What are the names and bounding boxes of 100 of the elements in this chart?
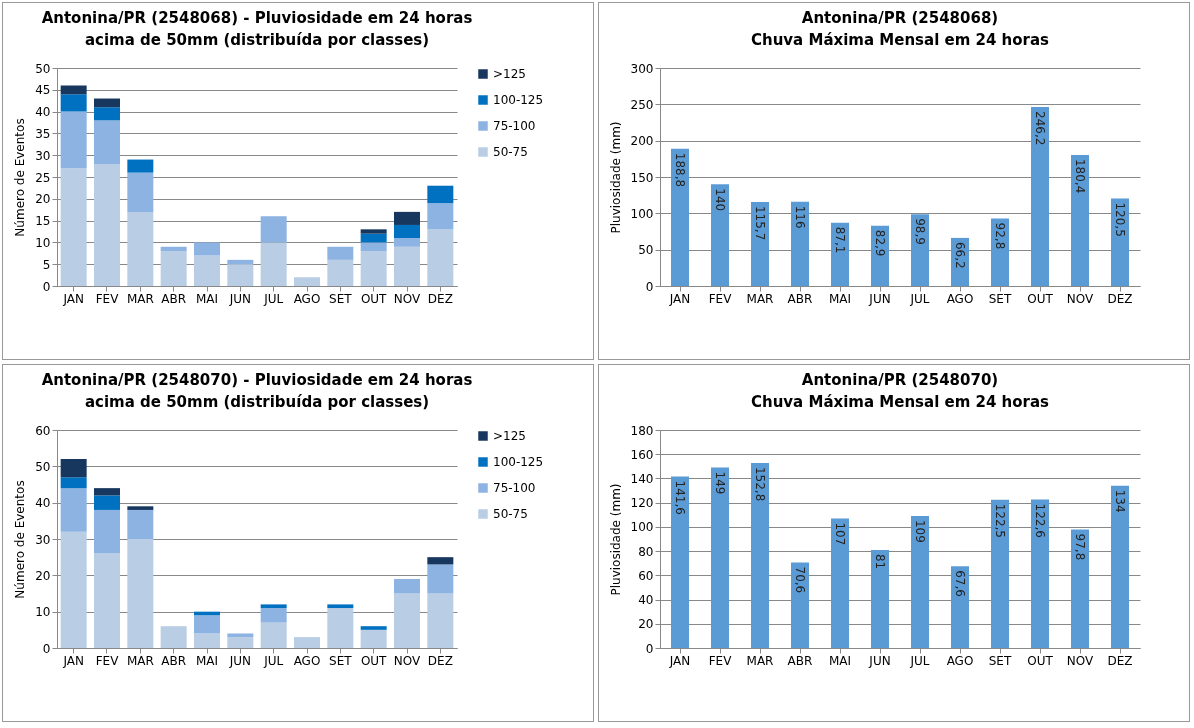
y-tick-label: 45	[35, 83, 51, 98]
y-tick-label: 35	[35, 126, 51, 141]
bar	[394, 224, 420, 239]
bar	[394, 578, 420, 594]
bar	[227, 259, 254, 265]
x-tick-label: MAI	[828, 291, 852, 306]
bar	[60, 531, 87, 648]
bar	[671, 148, 689, 286]
bar	[671, 476, 689, 648]
bar	[294, 277, 320, 286]
x-tick-label: MAR	[126, 653, 154, 668]
bar	[394, 211, 420, 225]
bar	[60, 85, 87, 95]
x-tick-label: SET	[988, 653, 1012, 668]
bar	[1031, 107, 1049, 286]
y-tick-label: 60	[35, 423, 51, 438]
data-label: 180,4	[1073, 158, 1087, 194]
y-tick-label: 20	[35, 568, 51, 583]
bar	[294, 637, 320, 648]
x-tick-label: JUL	[909, 653, 930, 668]
x-tick-label: JUL	[263, 653, 284, 668]
y-tick-label: 10	[35, 235, 51, 250]
bar	[327, 259, 354, 286]
y-tick-label: 40	[35, 105, 51, 120]
y-tick-label: 40	[35, 496, 51, 511]
data-label: 97,8	[1073, 533, 1087, 561]
y-tick-label: 20	[638, 617, 654, 632]
data-label: 115,7	[753, 205, 767, 241]
data-label: 134	[1113, 489, 1127, 513]
bar	[394, 593, 420, 648]
bar	[327, 608, 354, 648]
data-label: 81	[873, 553, 887, 570]
data-label: 116	[793, 205, 807, 229]
bar	[427, 593, 454, 648]
bar	[260, 622, 287, 648]
data-label: 188,8	[673, 152, 687, 188]
data-label: 149	[713, 471, 727, 495]
bar	[427, 185, 454, 204]
bar	[360, 233, 387, 243]
x-tick-label: AGO	[946, 291, 974, 306]
data-label: 246,2	[1033, 111, 1047, 146]
y-tick-label: 100	[630, 520, 654, 535]
bar	[1071, 529, 1089, 648]
y-tick-label: 5	[42, 257, 51, 272]
x-tick-label: ABR	[161, 653, 187, 668]
bar	[831, 518, 849, 648]
x-tick-label: JAN	[62, 291, 84, 306]
y-axis-title: Pluviosidade (mm)	[608, 121, 623, 234]
x-tick-label: JAN	[668, 291, 691, 306]
legend-label: 75-100	[493, 119, 536, 133]
bar	[427, 203, 454, 230]
bar	[60, 94, 87, 112]
y-tick-label: 150	[630, 170, 654, 185]
bar	[360, 626, 387, 630]
y-axis-title: Número de Eventos	[13, 480, 28, 599]
chart-title: Antonina/PR (2548068) Chuva Máxima Mensal em 24 horas	[750, 9, 1050, 49]
bar	[94, 488, 120, 496]
bar	[260, 216, 287, 243]
x-tick-label: DEZ	[1107, 653, 1133, 668]
y-tick-label: 30	[35, 532, 51, 547]
bar	[751, 462, 769, 648]
y-tick-label: 180	[630, 423, 654, 438]
x-tick-label: FEV	[95, 653, 120, 668]
x-tick-label: OUT	[1027, 653, 1054, 668]
bar	[60, 477, 87, 489]
x-tick-label: SET	[329, 291, 353, 306]
y-tick-label: 160	[630, 447, 654, 462]
x-tick-label: JUN	[228, 291, 251, 306]
y-tick-label: 50	[638, 243, 654, 258]
bar	[94, 509, 120, 554]
legend-label: 100-125	[493, 93, 544, 107]
y-tick-label: 200	[630, 134, 654, 149]
data-label: 122,6	[1033, 503, 1047, 538]
bar	[427, 229, 454, 286]
data-label: 92,8	[993, 222, 1007, 250]
data-label: 82,9	[873, 229, 887, 257]
x-tick-label: DEZ	[427, 653, 453, 668]
chart-title: Antonina/PR (2548068) - Pluviosidade em 24 horas acima de 50mm (distribuída por classes)	[41, 9, 473, 49]
bar	[194, 242, 220, 256]
x-tick-label: JAN	[62, 653, 84, 668]
x-tick-label: DEZ	[427, 291, 453, 306]
bar	[260, 604, 287, 609]
bar	[227, 264, 254, 286]
data-label: 67,6	[953, 570, 967, 597]
x-tick-label: MAI	[195, 653, 219, 668]
data-label: 66,2	[953, 241, 967, 269]
y-tick-label: 0	[645, 279, 654, 294]
y-tick-label: 100	[630, 206, 654, 221]
bar	[94, 98, 120, 108]
x-tick-label: SET	[329, 653, 353, 668]
y-tick-label: 30	[35, 148, 51, 163]
bar	[394, 238, 420, 247]
legend-label: 75-100	[493, 481, 536, 495]
y-tick-label: 0	[645, 641, 654, 656]
legend-label: 50-75	[493, 145, 528, 159]
chart-title: Antonina/PR (2548070) - Pluviosidade em 24 horas acima de 50mm (distribuída por classes)	[41, 371, 473, 411]
y-tick-label: 120	[630, 496, 654, 511]
bar	[127, 159, 154, 173]
bar	[127, 211, 154, 286]
bar	[94, 107, 120, 121]
